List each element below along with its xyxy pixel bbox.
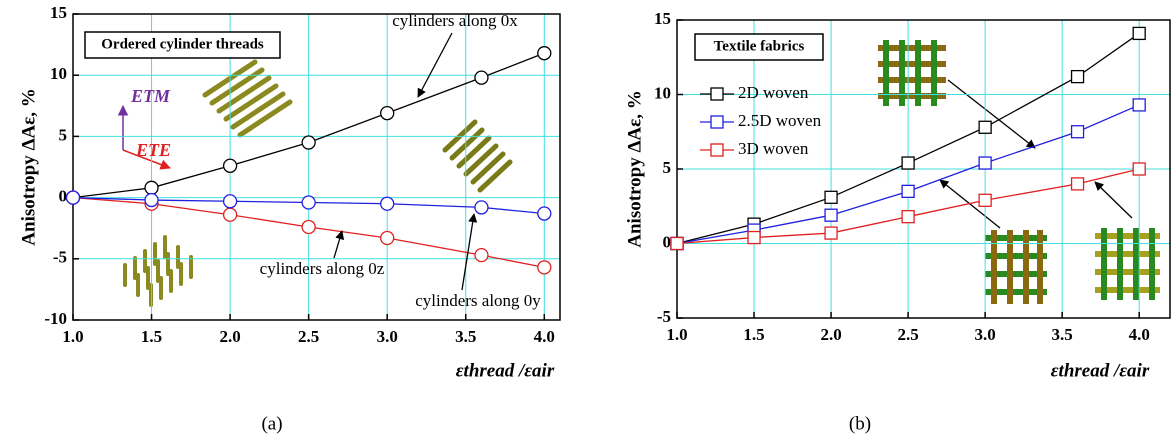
inset-3d-weave (1095, 228, 1160, 300)
inset-cylinders-x (202, 59, 293, 138)
data-point (824, 226, 838, 240)
annotation-arrow (417, 32, 453, 98)
x-tick-label: 2.5 (298, 327, 319, 346)
data-point (1132, 98, 1146, 112)
y-tick-label: 0 (59, 187, 68, 206)
plot-frame (72, 13, 561, 321)
x-tick-label: 2.0 (219, 327, 240, 346)
data-point (222, 194, 238, 209)
legend-label: 2.5D woven (738, 111, 822, 130)
x-tick-label: 4.0 (1129, 325, 1150, 344)
legend-marker (710, 87, 724, 101)
data-point (380, 196, 395, 211)
y-tick-label: 10 (50, 64, 67, 83)
data-point (474, 247, 489, 263)
data-point (1070, 177, 1085, 191)
x-tick-label: 3.5 (1052, 325, 1073, 344)
plot-frame (676, 19, 1171, 319)
field-label: ETM (130, 86, 171, 106)
inset-25d-weave (985, 230, 1047, 304)
x-tick-label: 3.0 (975, 325, 996, 344)
x-tick-label: 1.5 (743, 325, 764, 344)
legend-marker (710, 115, 724, 129)
field-label: ETE (135, 140, 171, 160)
data-point (301, 135, 316, 150)
data-point (901, 156, 915, 170)
legend-marker (710, 143, 724, 157)
inset-cylinders-y (442, 119, 513, 193)
e-te-arrow (122, 149, 171, 170)
y-tick-label: 0 (663, 232, 672, 251)
data-point (1070, 125, 1085, 139)
data-point (537, 206, 552, 221)
title-box (694, 33, 824, 61)
data-point (380, 105, 395, 121)
x-tick-label: 3.5 (455, 327, 476, 346)
panel-label: (b) (849, 413, 871, 434)
title-box (84, 31, 281, 59)
data-point (65, 190, 81, 205)
x-tick-label: 1.5 (141, 327, 162, 346)
data-point (1132, 26, 1146, 41)
chart-title: Ordered cylinder threads (101, 36, 264, 52)
y-tick-label: 5 (59, 125, 68, 144)
data-point (301, 219, 316, 235)
chart-title: Textile fabrics (714, 38, 805, 54)
inset-cylinders-z (123, 235, 193, 307)
x-tick-label: 2.5 (897, 325, 918, 344)
inset-2d-weave (878, 40, 946, 106)
data-point (474, 200, 489, 215)
inset-arrows (939, 79, 1133, 229)
legend-label: 3D woven (738, 139, 809, 158)
annotation-arrow (461, 213, 478, 291)
y-tick-label: 15 (654, 9, 671, 28)
data-point (1132, 162, 1146, 176)
data-point (978, 156, 992, 170)
y-tick-label: -5 (53, 248, 67, 267)
y-tick-label: 15 (50, 3, 67, 22)
annotation-arrow (333, 230, 345, 259)
data-point (380, 230, 395, 246)
data-point (144, 180, 159, 195)
panel-label: (a) (261, 413, 282, 434)
data-point (901, 210, 915, 224)
y-tick-label: 5 (663, 158, 672, 177)
annotation: cylinders along 0y (415, 291, 541, 310)
x-tick-label: 2.0 (820, 325, 841, 344)
y-axis-label: Anisotropy ΔAε, % (624, 90, 645, 247)
y-axis-label: Anisotropy ΔAε, % (18, 88, 39, 245)
data-point (301, 195, 316, 210)
x-tick-label: 1.0 (666, 325, 687, 344)
data-point (824, 208, 838, 222)
x-tick-label: 1.0 (62, 327, 83, 346)
data-point (537, 46, 552, 61)
data-point (978, 120, 992, 134)
data-point (978, 193, 992, 207)
legend-label: 2D woven (738, 83, 809, 102)
data-point (747, 230, 761, 245)
y-tick-label: -10 (44, 309, 67, 328)
data-point (474, 70, 489, 85)
data-point (824, 190, 838, 204)
y-tick-label: -5 (657, 307, 671, 326)
x-tick-label: 4.0 (534, 327, 555, 346)
data-point (901, 184, 915, 199)
data-point (222, 207, 238, 222)
data-point (537, 260, 552, 275)
x-axis-label: εthread /εair (1051, 360, 1150, 381)
x-axis-label: εthread /εair (456, 360, 555, 381)
y-tick-label: 10 (654, 83, 671, 102)
data-point (1070, 69, 1085, 84)
annotation: cylinders along 0z (260, 259, 385, 278)
data-point (144, 192, 159, 208)
data-point (222, 158, 238, 173)
x-tick-label: 3.0 (377, 327, 398, 346)
data-point (670, 236, 684, 251)
annotation: cylinders along 0x (392, 11, 518, 30)
